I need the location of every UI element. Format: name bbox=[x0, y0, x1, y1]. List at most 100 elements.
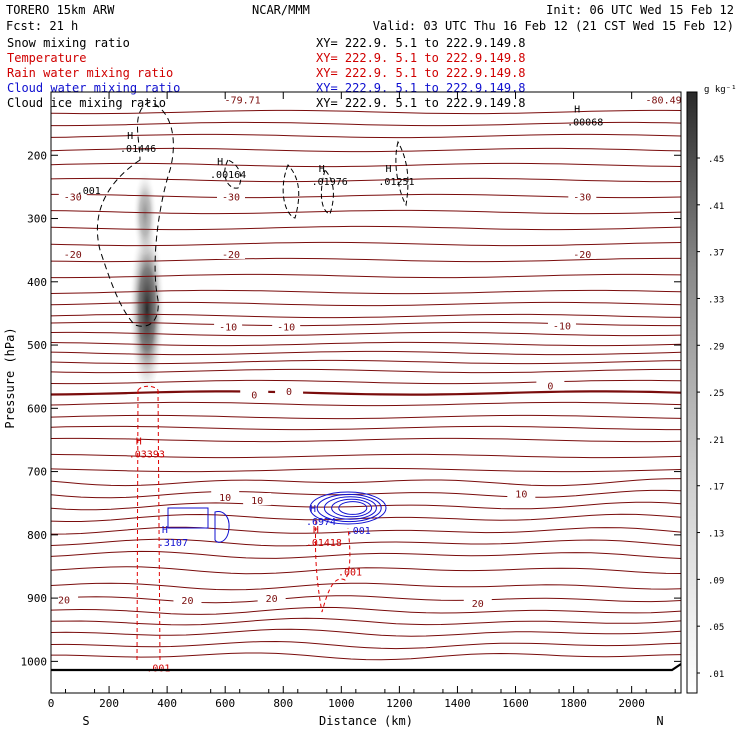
colorbar-tick-label: .05 bbox=[708, 623, 724, 633]
label-backdrop bbox=[217, 246, 245, 259]
isotherm bbox=[51, 359, 681, 365]
isotherm bbox=[51, 321, 681, 327]
colorbar-tick-label: .17 bbox=[708, 483, 724, 493]
high-value: .6974 bbox=[306, 517, 336, 528]
label-backdrop bbox=[568, 189, 597, 202]
snow-shading-upper bbox=[133, 165, 157, 255]
cloud-water-contour bbox=[167, 507, 209, 529]
isotherm bbox=[51, 313, 681, 319]
isotherm bbox=[51, 368, 681, 374]
cloud-water-contour bbox=[309, 491, 387, 525]
temperature-contours bbox=[51, 109, 681, 661]
isotherm bbox=[51, 640, 681, 650]
colorbar-tick-label: .29 bbox=[708, 342, 724, 352]
isotherm bbox=[51, 652, 681, 661]
isotherm-label: -10 bbox=[277, 323, 295, 334]
x-tick-label: 600 bbox=[215, 697, 235, 710]
x-tick-label: 400 bbox=[157, 697, 177, 710]
isotherm bbox=[51, 257, 681, 263]
isotherm bbox=[51, 273, 681, 279]
label-backdrop bbox=[507, 486, 536, 499]
isotherm bbox=[51, 401, 681, 407]
y-tick-label: 800 bbox=[27, 529, 47, 542]
isotherm bbox=[51, 478, 681, 487]
field-xy-cloud-ice: XY= 222.9. 5.1 to 222.9.149.8 bbox=[316, 96, 526, 110]
y-tick-label: 1000 bbox=[21, 655, 48, 668]
isotherm bbox=[51, 177, 681, 183]
isotherm bbox=[51, 133, 681, 139]
isotherm-label: -79.71 bbox=[225, 96, 261, 107]
plot-contents: -79.71 -80.49 -30 -30 -30 -20 -20 -20 -10 -10 -10 0… bbox=[51, 92, 681, 675]
label-backdrop bbox=[536, 378, 565, 391]
isotherm bbox=[51, 162, 681, 168]
isotherm bbox=[51, 437, 681, 443]
label-backdrop bbox=[275, 384, 304, 397]
cloud-water-contour bbox=[331, 498, 373, 518]
isotherm-label: -30 bbox=[573, 192, 591, 203]
contour-value-label: .001 bbox=[338, 568, 362, 579]
x-axis: 0 200 400 600 800 1000 1200 1400 1600 1800 2000 bbox=[48, 92, 676, 710]
x-tick-label: 1000 bbox=[328, 697, 355, 710]
field-name-temperature: Temperature bbox=[7, 51, 86, 65]
field-xy-snow: XY= 222.9. 5.1 to 222.9.149.8 bbox=[316, 36, 526, 50]
x-tick-label: 2000 bbox=[618, 697, 645, 710]
label-backdrop bbox=[228, 92, 257, 105]
isotherm-label: -30 bbox=[222, 192, 240, 203]
label-backdrop bbox=[568, 246, 597, 259]
isotherm bbox=[51, 341, 681, 347]
cloud-water-contour bbox=[338, 501, 368, 515]
label-backdrop bbox=[463, 596, 492, 609]
isotherm-label: -20 bbox=[64, 250, 82, 261]
high-value: .01446 bbox=[120, 144, 156, 155]
isotherm-label: 10 bbox=[219, 493, 231, 504]
contour-value-label: .001 bbox=[77, 186, 101, 197]
cloud-water-contour bbox=[316, 493, 382, 523]
colorbar-tick-label: .09 bbox=[708, 576, 724, 586]
cloud-water-contour bbox=[323, 496, 377, 520]
plot-frame bbox=[50, 91, 682, 694]
y-tick-label: 300 bbox=[27, 213, 47, 226]
label-backdrop bbox=[649, 92, 678, 105]
high-marker: H bbox=[162, 525, 168, 536]
colorbar bbox=[686, 91, 698, 694]
label-backdrop bbox=[257, 591, 286, 604]
isotherm-label: 0 bbox=[286, 387, 292, 398]
high-value: .3107 bbox=[158, 538, 188, 549]
isotherm bbox=[51, 628, 681, 637]
y-tick-label: 900 bbox=[27, 592, 47, 605]
org-title: NCAR/MMM bbox=[252, 3, 310, 17]
isotherm bbox=[51, 453, 681, 459]
contour-value-label: .001 bbox=[347, 526, 371, 537]
isotherm-label: -10 bbox=[219, 323, 237, 334]
isotherm-label: 20 bbox=[266, 594, 278, 605]
colorbar-tick-label: .21 bbox=[708, 436, 724, 446]
isotherm-label: 0 bbox=[547, 382, 553, 393]
y-tick-label: 700 bbox=[27, 466, 47, 479]
cloud-ice-contour bbox=[96, 101, 174, 327]
isotherm bbox=[51, 425, 681, 431]
x-tick-label: 0 bbox=[48, 697, 55, 710]
high-marker: H bbox=[319, 164, 325, 175]
isotherm-label: 10 bbox=[251, 496, 263, 507]
isotherm bbox=[51, 379, 681, 385]
isotherm bbox=[51, 467, 681, 473]
isotherm-label: -20 bbox=[573, 250, 591, 261]
y-tick-label: 400 bbox=[27, 276, 47, 289]
high-marker: H bbox=[574, 104, 580, 115]
high-marker: H bbox=[217, 157, 223, 168]
x-tick-label: 200 bbox=[99, 697, 119, 710]
isotherm bbox=[51, 550, 681, 559]
label-backdrop bbox=[272, 319, 301, 332]
field-list: Snow mixing ratio XY= 222.9. 5.1 to 222.… bbox=[7, 36, 526, 110]
high-value: .00068 bbox=[567, 117, 603, 128]
isotherm-label: -20 bbox=[222, 250, 240, 261]
contour-labels: -79.71 -80.49 -30 -30 -30 -20 -20 -20 -10 -10 -10 0… bbox=[51, 92, 681, 675]
label-backdrop bbox=[51, 592, 79, 605]
init-time: Init: 06 UTC Wed 15 Feb 12 bbox=[546, 3, 734, 17]
colorbar-tick-label: .25 bbox=[708, 389, 724, 399]
isotherm bbox=[51, 289, 681, 295]
isotherm bbox=[51, 595, 681, 604]
isotherm-label: 20 bbox=[472, 599, 484, 610]
field-name-cloud-ice: Cloud ice mixing ratio bbox=[7, 96, 166, 110]
